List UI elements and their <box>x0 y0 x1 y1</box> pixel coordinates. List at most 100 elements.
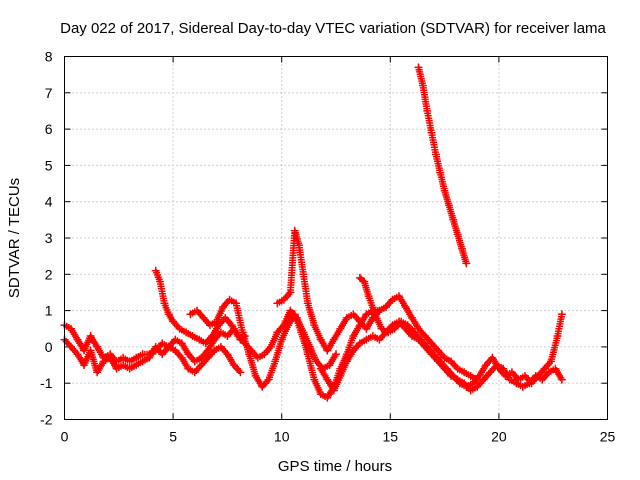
data-point <box>86 332 95 341</box>
data-point <box>531 371 540 380</box>
data-point <box>336 324 345 333</box>
data-point <box>188 332 197 341</box>
data-point <box>264 375 273 384</box>
y-axis-ticks: -2 -1 0 1 2 3 4 5 6 7 8 <box>40 49 608 428</box>
y-tick-label: 5 <box>45 157 53 173</box>
data-point <box>271 357 280 366</box>
data-point <box>414 335 423 344</box>
data-point <box>381 302 390 311</box>
data-point <box>408 313 417 322</box>
data-point <box>427 339 436 348</box>
data-point <box>377 324 386 333</box>
data-point <box>295 241 304 250</box>
data-point <box>184 364 193 373</box>
series-8 <box>414 63 471 268</box>
data-point <box>227 321 236 330</box>
data-point <box>436 168 445 177</box>
data-point <box>364 292 373 301</box>
data-point <box>479 375 488 384</box>
data-point <box>434 357 443 366</box>
data-point <box>447 357 456 366</box>
data-point <box>197 361 206 370</box>
data-point <box>169 317 178 326</box>
data-point <box>551 364 560 373</box>
data-point <box>499 364 508 373</box>
data-point <box>394 317 403 326</box>
data-point <box>381 328 390 337</box>
data-point <box>449 215 458 224</box>
data-point <box>520 371 529 380</box>
x-tick-label: 20 <box>491 429 507 445</box>
data-point <box>492 361 501 370</box>
data-point <box>156 277 165 286</box>
data-point <box>171 346 180 355</box>
data-point <box>164 342 173 351</box>
data-point <box>286 306 295 315</box>
data-point <box>273 328 282 337</box>
data-point <box>473 382 482 391</box>
data-point <box>73 350 82 359</box>
data-point <box>466 371 475 380</box>
data-point <box>401 302 410 311</box>
data-point <box>177 353 186 362</box>
series-7 <box>316 317 566 395</box>
data-point <box>112 364 121 373</box>
data-point <box>349 310 358 319</box>
data-point <box>312 357 321 366</box>
data-point <box>553 332 562 341</box>
data-point <box>525 379 534 388</box>
data-point <box>93 368 102 377</box>
data-point <box>93 342 102 351</box>
data-point <box>199 313 208 322</box>
data-point <box>342 313 351 322</box>
data-point <box>421 342 430 351</box>
data-point <box>323 393 332 402</box>
data-point <box>297 328 306 337</box>
data-point <box>119 361 128 370</box>
data-point <box>164 310 173 319</box>
data-point <box>216 342 225 351</box>
data-point <box>125 357 134 366</box>
data-point <box>427 128 436 137</box>
data-point <box>223 332 232 341</box>
data-point <box>427 350 436 359</box>
data-point <box>362 335 371 344</box>
data-point <box>371 310 380 319</box>
data-point <box>212 317 221 326</box>
plot-frame <box>64 56 608 420</box>
data-point <box>232 299 241 308</box>
data-point <box>360 277 369 286</box>
data-point <box>362 310 371 319</box>
data-point <box>375 335 384 344</box>
chart-title: Day 022 of 2017, Sidereal Day-to-day VTE… <box>60 20 606 37</box>
data-point <box>303 350 312 359</box>
data-point <box>260 350 269 359</box>
data-point <box>236 368 245 377</box>
data-point <box>158 350 167 359</box>
y-tick-label: 3 <box>45 230 53 246</box>
data-point <box>355 339 364 348</box>
data-point <box>67 342 76 351</box>
data-point <box>453 230 462 239</box>
data-point <box>453 375 462 384</box>
data-point <box>505 375 514 384</box>
series-trace <box>415 63 470 267</box>
y-axis-label: SDTVAR / TECUs <box>6 178 23 298</box>
data-point <box>418 81 427 90</box>
data-point <box>316 335 325 344</box>
x-tick-label: 0 <box>61 429 69 445</box>
data-point <box>518 382 527 391</box>
x-axis-label: GPS time / hours <box>278 458 392 475</box>
data-point <box>355 273 364 282</box>
data-point <box>323 346 332 355</box>
data-point <box>286 288 295 297</box>
data-point <box>488 353 497 362</box>
data-point <box>512 379 521 388</box>
data-point <box>119 353 128 362</box>
data-point <box>355 317 364 326</box>
data-point <box>229 361 238 370</box>
y-tick-label: 1 <box>45 303 53 319</box>
data-point <box>106 353 115 362</box>
data-point <box>175 324 184 333</box>
data-point <box>132 353 141 362</box>
